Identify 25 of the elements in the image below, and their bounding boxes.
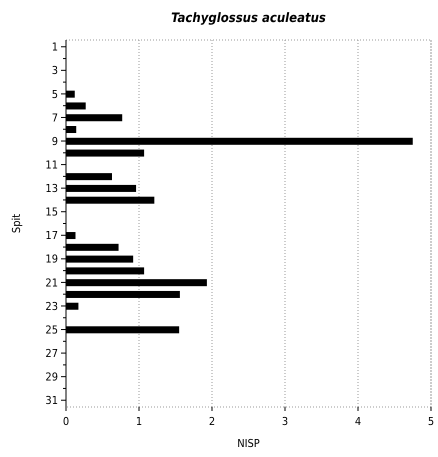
y-tick-label: 23 [45,300,58,313]
y-tick-label: 31 [45,394,58,408]
y-tick-label: 5 [52,88,58,101]
y-tick-label: 15 [45,206,58,219]
y-tick-label: 7 [52,111,58,124]
y-tick-label: 21 [45,276,58,290]
x-tick-label: 3 [282,415,288,428]
y-axis-title: Spit [10,214,23,234]
x-tick-label: 5 [428,415,434,428]
y-tick-label: 13 [45,182,58,196]
x-tick-label: 2 [208,415,216,428]
y-tick-label: 19 [45,252,58,266]
y-tick-label: 3 [52,64,58,78]
x-tick-label: 4 [354,415,362,428]
x-tick-label: 1 [136,415,142,428]
y-tick-label: 25 [45,323,58,336]
y-tick-label: 1 [52,40,58,54]
y-tick-label: 11 [45,158,58,172]
y-tick-label: 29 [45,370,58,384]
x-tick-label: 0 [62,415,70,428]
y-tick-label: 17 [45,229,58,242]
chart-title: Tachyglossus aculeatus [171,11,326,26]
x-axis-title: NISP [237,437,260,450]
y-tick-label: 27 [45,346,58,360]
y-tick-label: 9 [52,134,58,148]
